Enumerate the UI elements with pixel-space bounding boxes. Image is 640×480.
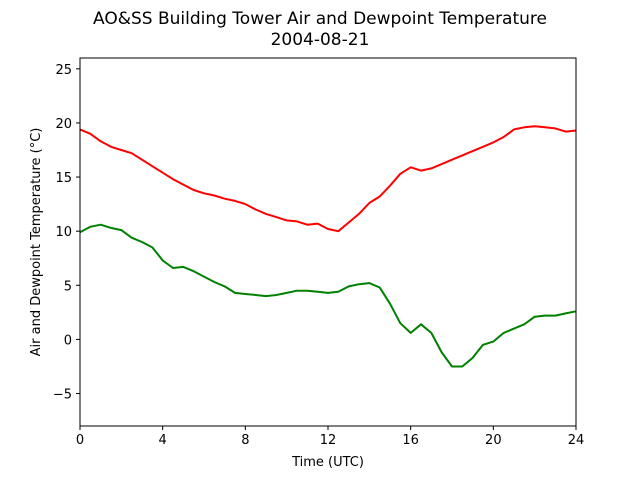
y-tick-label: 25 <box>55 63 72 78</box>
chart-subtitle: 2004-08-21 <box>271 30 370 50</box>
y-axis-label: Air and Dewpoint Temperature (°C) <box>29 128 44 357</box>
x-tick-label: 0 <box>76 433 84 448</box>
x-axis: 0 4 8 12 16 20 24 <box>76 426 584 448</box>
y-tick-label: 0 <box>64 333 72 348</box>
y-tick-label: 20 <box>55 117 72 132</box>
x-tick-label: 4 <box>159 433 167 448</box>
plot-frame <box>79 57 577 427</box>
y-axis: −5 0 5 10 15 20 25 <box>53 63 80 403</box>
y-tick-label: −5 <box>53 388 72 403</box>
x-tick-label: 16 <box>402 433 419 448</box>
series-line-2 <box>79 223 577 368</box>
y-tick-label: 15 <box>55 171 72 186</box>
x-tick-label: 8 <box>241 433 249 448</box>
x-tick-label: 24 <box>568 433 585 448</box>
y-tick-label: 5 <box>64 279 72 294</box>
x-axis-label: Time (UTC) <box>291 455 364 470</box>
x-tick-label: 12 <box>320 433 337 448</box>
x-tick-label: 20 <box>485 433 502 448</box>
y-tick-label: 10 <box>55 225 72 240</box>
chart-title: AO&SS Building Tower Air and Dewpoint Te… <box>93 9 547 29</box>
series-line-1 <box>79 125 577 233</box>
plot-area <box>79 125 577 368</box>
